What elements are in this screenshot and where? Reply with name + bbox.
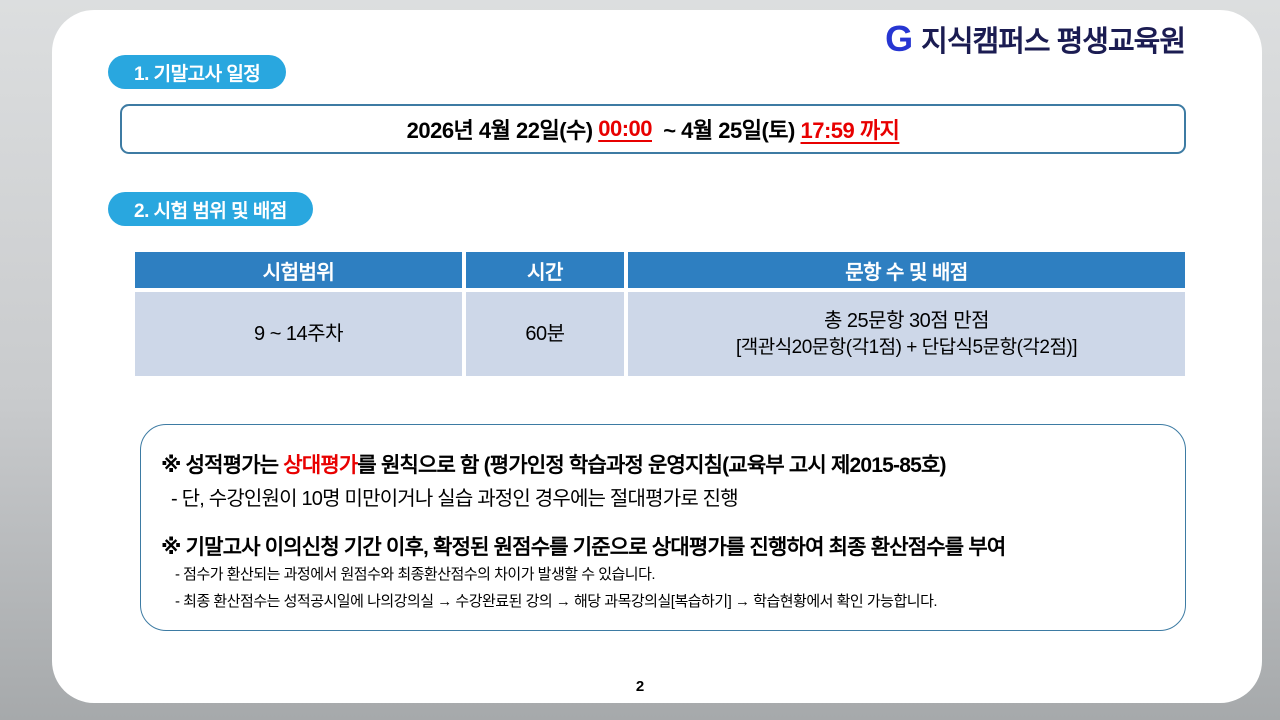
table-cell-duration: 60분 — [466, 292, 624, 376]
table-header-duration: 시간 — [466, 252, 624, 288]
date-middle: ~ 4월 25일(토) — [652, 118, 801, 143]
table-header-scoring: 문항 수 및 배점 — [628, 252, 1185, 288]
scoring-line2: [객관식20문항(각1점) + 단답식5문항(각2점)] — [735, 336, 1078, 358]
table-cell-range: 9 ~ 14주차 — [135, 292, 462, 376]
note1-highlight: 상대평가 — [283, 454, 358, 477]
date-prefix: 2026년 4월 22일(수) — [406, 118, 599, 143]
section2-badge-label: 2. 시험 범위 및 배점 — [134, 200, 287, 222]
end-time: 17:59 까지 — [800, 118, 900, 143]
note2-sub1: - 점수가 환산되는 과정에서 원점수와 최종환산점수의 차이가 발생할 수 있… — [175, 566, 656, 583]
note2: ※ 기말고사 이의신청 기간 이후, 확정된 원점수를 기준으로 상대평가를 진… — [161, 536, 1006, 559]
note2-sub2: - 최종 환산점수는 성적공시일에 나의강의실 → 수강완료된 강의 → 해당 … — [175, 593, 938, 610]
note1: ※ 성적평가는 상대평가를 원칙으로 함 (평가인정 학습과정 운영지침(교육부… — [161, 449, 946, 479]
note1-prefix: ※ 성적평가는 — [161, 454, 284, 477]
scoring-line1: 총 25문항 30점 만점 — [823, 309, 990, 332]
logo-g-icon: G — [885, 18, 913, 59]
exam-date-box: 2026년 4월 22일(수) 00:00 ~ 4월 25일(토) 17:59 … — [120, 104, 1186, 154]
table-cell-scoring: 총 25문항 30점 만점 [객관식20문항(각1점) + 단답식5문항(각2점… — [628, 292, 1185, 376]
note1-suffix: 를 원칙으로 함 (평가인정 학습과정 운영지침(교육부 고시 제2015-85… — [357, 454, 946, 477]
section1-badge: 1. 기말고사 일정 — [108, 55, 287, 89]
start-time: 00:00 — [598, 116, 652, 141]
exam-info-table: 시험범위 시간 문항 수 및 배점 9 ~ 14주차 60분 총 25문항 30… — [135, 252, 1185, 376]
page-number: 2 — [635, 678, 645, 695]
section1-badge-label: 1. 기말고사 일정 — [134, 63, 261, 85]
logo: G 지식캠퍼스 평생교육원 — [885, 18, 1186, 60]
grading-notes-box: ※ 성적평가는 상대평가를 원칙으로 함 (평가인정 학습과정 운영지침(교육부… — [140, 424, 1186, 631]
section2-badge: 2. 시험 범위 및 배점 — [108, 192, 313, 226]
table-header-range: 시험범위 — [135, 252, 462, 288]
logo-text: 지식캠퍼스 평생교육원 — [921, 26, 1186, 58]
note1-sub: - 단, 수강인원이 10명 미만이거나 실습 과정인 경우에는 절대평가로 진… — [171, 488, 739, 510]
